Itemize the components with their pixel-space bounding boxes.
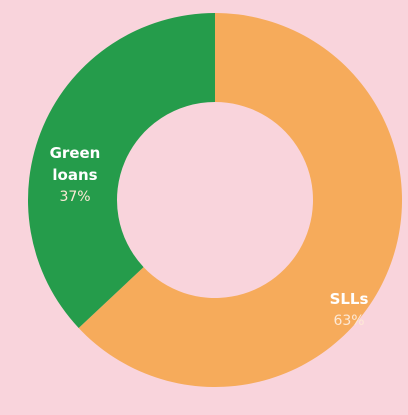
value-label: 63%: [333, 313, 365, 329]
category-label: Green loans: [49, 144, 101, 184]
slice-label: SLLs 63%: [304, 288, 394, 332]
slice: [28, 13, 216, 329]
category-label: SLLs: [329, 290, 369, 308]
value-label: 37%: [59, 189, 91, 205]
slice: [78, 13, 402, 387]
slice-label: Green loans 37%: [30, 142, 120, 208]
